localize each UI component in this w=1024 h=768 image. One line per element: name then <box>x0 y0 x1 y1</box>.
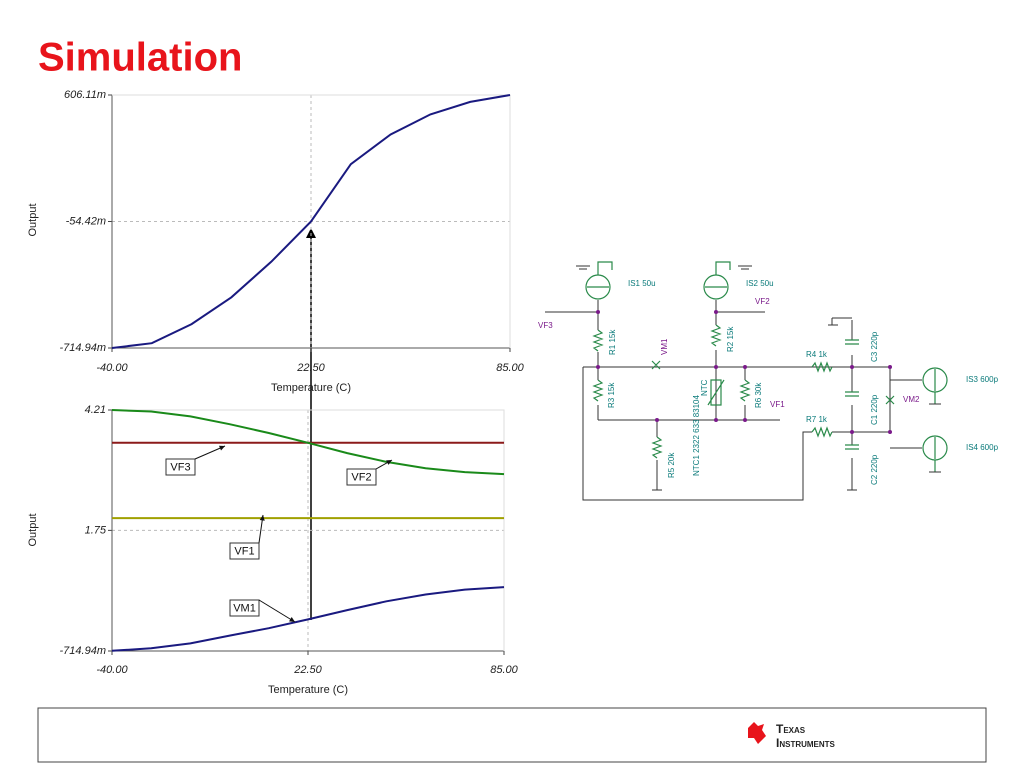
schematic-label: VF2 <box>755 297 770 306</box>
schematic-label: C1 220p <box>870 394 879 425</box>
schematic-label: C3 220p <box>870 331 879 362</box>
schematic-label: VF1 <box>770 400 785 409</box>
schematic-label: VM2 <box>903 395 920 404</box>
schematic-label: R2 15k <box>726 326 735 352</box>
y-tick-label: 4.21 <box>85 404 106 416</box>
series-line <box>111 409 505 476</box>
schematic-label: R4 1k <box>806 350 828 359</box>
schematic-label: IS3 600p <box>966 375 999 384</box>
y-axis-title: Output <box>27 513 39 546</box>
plot-border <box>112 409 505 651</box>
schematic-label: NTC1 2322 633 83104 <box>692 395 701 477</box>
y-tick-label: 606.11m <box>64 89 106 101</box>
schematic-label: R6 30k <box>754 382 763 408</box>
label-arrowhead <box>219 445 225 451</box>
x-tick-label: 22.50 <box>293 664 322 676</box>
series-label-box <box>346 468 377 486</box>
x-tick-label: 85.00 <box>496 362 524 374</box>
ti-logo-mark <box>748 722 766 744</box>
label-arrowhead <box>289 616 295 622</box>
series-line <box>111 94 511 349</box>
schematic-label: R3 15k <box>607 382 616 408</box>
series-label: VF2 <box>351 471 371 483</box>
x-tick-label: -40.00 <box>96 362 128 374</box>
schematic-label: R5 20k <box>667 452 676 478</box>
schematic-label: VF3 <box>538 321 553 330</box>
logo-text: Instruments <box>776 736 836 750</box>
label-arrow <box>194 445 226 460</box>
footer-box <box>37 707 987 763</box>
y-tick-label: -54.42m <box>66 215 106 227</box>
schematic-label: IS2 50u <box>746 279 774 288</box>
y-axis-title: Output <box>27 203 39 236</box>
series-line <box>111 586 505 652</box>
label-arrowhead <box>386 460 392 465</box>
x-axis-title: Temperature (C) <box>268 684 348 696</box>
series-label-box <box>165 458 196 476</box>
x-tick-label: -40.00 <box>96 664 128 676</box>
label-arrowhead <box>259 515 265 521</box>
schematic-label: IS1 50u <box>628 279 656 288</box>
series-label-box <box>229 542 260 560</box>
schematic: IS1 50u IS2 50u VF3 VF2 R1 15k R2 15k VM… <box>538 261 999 501</box>
label-arrow <box>258 599 296 623</box>
schematic-label: NTC <box>700 379 709 396</box>
schematic-label: C2 220p <box>870 454 879 485</box>
schematic-label: R1 15k <box>608 329 617 355</box>
series-label: VF1 <box>234 545 254 557</box>
y-tick-label: 1.75 <box>85 524 107 536</box>
slide-title: Simulation <box>38 36 242 80</box>
x-axis-title: Temperature (C) <box>271 382 351 394</box>
y-tick-label: -714.94m <box>60 342 106 354</box>
plot-frame <box>111 410 504 652</box>
y-tick-label: -714.94m <box>60 645 106 657</box>
schematic-label: IS4 600p <box>966 443 999 452</box>
logo-text: Texas <box>776 722 806 736</box>
series-label: VM1 <box>233 602 256 614</box>
schematic-label: VM1 <box>660 338 669 355</box>
schematic-label: R7 1k <box>806 415 828 424</box>
x-tick-label: 85.00 <box>490 664 518 676</box>
x-tick-label: 22.50 <box>296 362 325 374</box>
series-label-box <box>229 599 260 617</box>
series-label: VF3 <box>170 461 190 473</box>
